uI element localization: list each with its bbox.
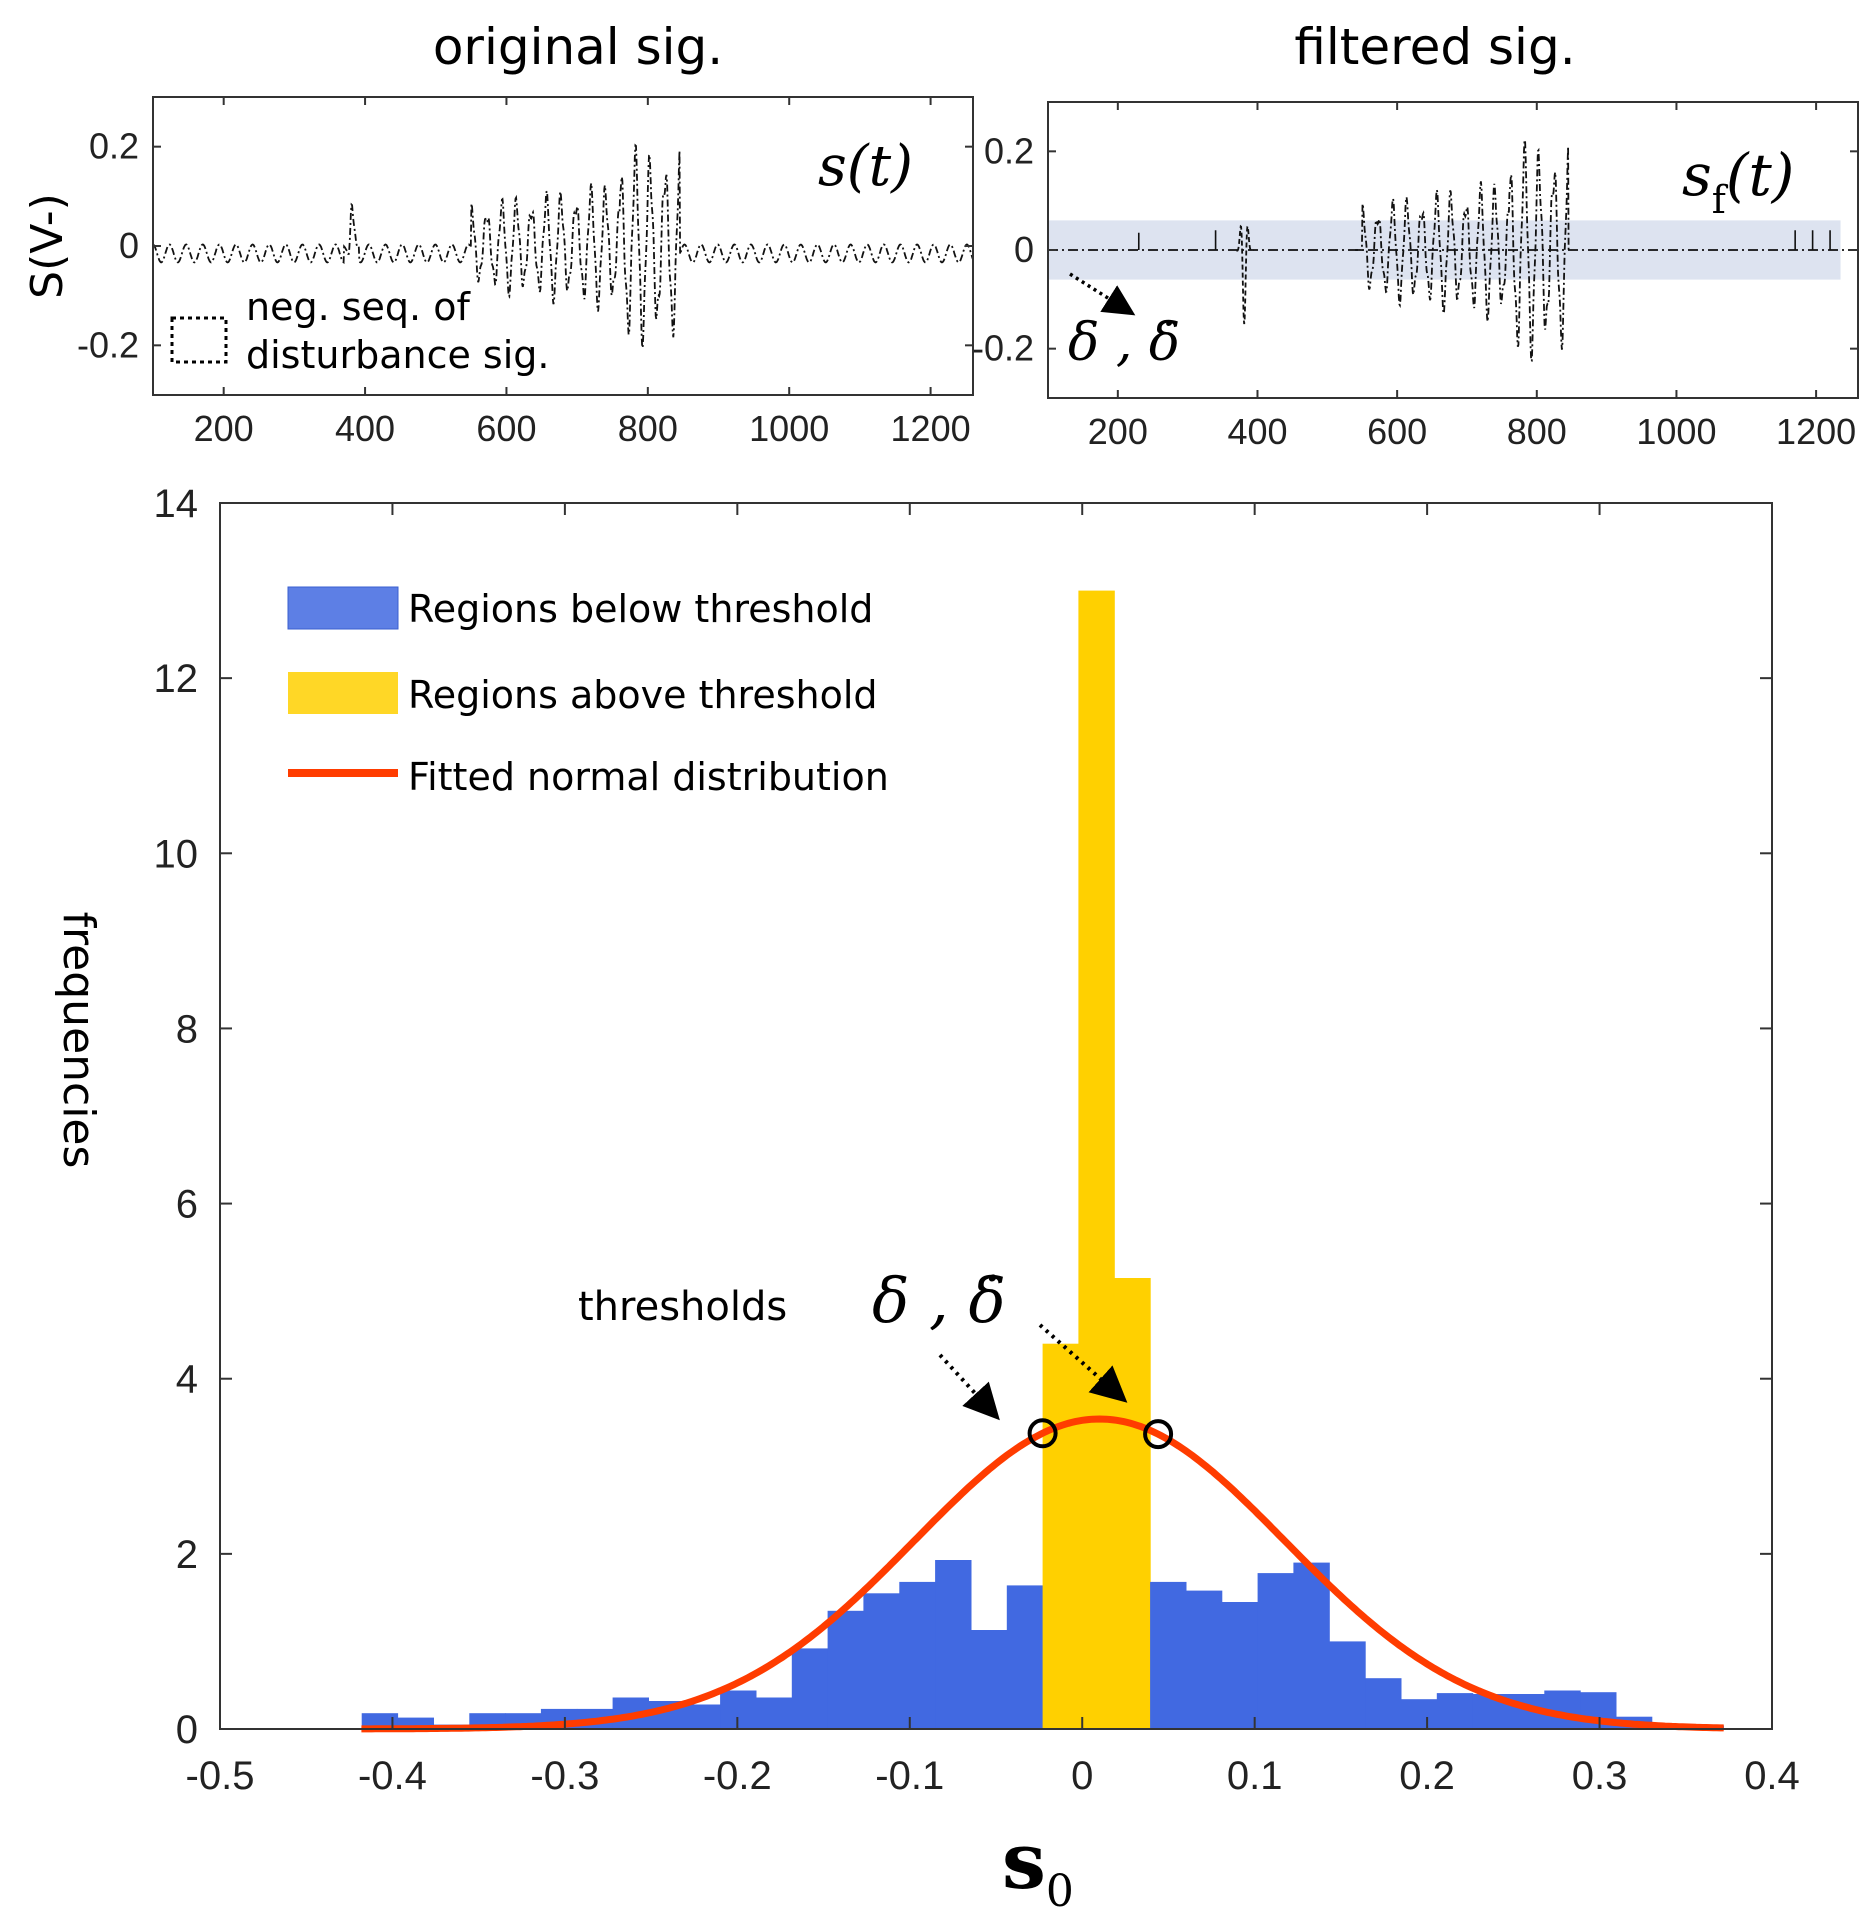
filtered-spike: [1236, 224, 1254, 325]
bar-above-threshold: [1114, 1278, 1151, 1729]
legend-below-swatch: [287, 586, 399, 630]
x-tick-label: 200: [1088, 411, 1148, 452]
panel-original-series-label: s(t): [818, 134, 913, 199]
bar-below-threshold: [1006, 1585, 1044, 1729]
bar-below-threshold: [935, 1560, 972, 1729]
y-tick-label: -0.2: [972, 328, 1034, 369]
y-tick-label: 0.2: [89, 126, 139, 167]
y-tick-label: 12: [154, 657, 199, 701]
panel-filtered-series-label: sf(t): [1682, 141, 1794, 222]
original-signal-trace: [152, 143, 974, 349]
x-tick-label: 1000: [1636, 411, 1716, 452]
y-tick-label: 0: [119, 225, 139, 266]
x-tick-label: 1000: [749, 408, 829, 449]
y-tick-label: 8: [176, 1007, 198, 1051]
filtered-signal-trace: [1048, 137, 1858, 363]
legend-neg-seq-line2: disturbance sig.: [246, 333, 549, 377]
bar-below-threshold: [755, 1697, 793, 1729]
bar-below-threshold: [1365, 1678, 1402, 1729]
panel-filtered-threshold-symbols: δ , δ̇: [1068, 313, 1180, 373]
bar-below-threshold: [1150, 1581, 1187, 1729]
panel-original-ticks: 200 400 600 800 1000 1200 0.2 0 -0.2: [77, 97, 973, 449]
panel-original-title: original sig.: [433, 18, 723, 76]
threshold-arrow-right: [1038, 1323, 1128, 1403]
bar-above-threshold: [1042, 1343, 1079, 1729]
x-tick-label: 0: [1071, 1754, 1093, 1798]
bar-below-threshold: [1293, 1562, 1330, 1729]
x-tick-label: 1200: [1776, 411, 1856, 452]
histogram-frame: [219, 502, 1773, 1730]
y-tick-label: 6: [176, 1183, 198, 1227]
panel-filtered-threshold-arrow: [1069, 272, 1136, 316]
x-tick-label: 400: [335, 408, 395, 449]
bar-below-threshold: [1329, 1641, 1366, 1729]
legend-above-swatch: [288, 672, 398, 714]
y-tick-label: 14: [154, 482, 199, 526]
x-tick-label: -0.5: [186, 1754, 255, 1798]
fitted-normal-curve: [361, 1415, 1724, 1733]
panel-filtered-ticks: 200 400 600 800 1000 1200 0.2 0 -0.2: [972, 102, 1858, 452]
histogram-bars: [361, 590, 1724, 1729]
threshold-point: [1027, 1418, 1058, 1449]
x-tick-label: 400: [1227, 411, 1287, 452]
dotted-legend-swatch: [170, 316, 228, 364]
legend-neg-seq-line1: neg. seq. of: [246, 285, 471, 329]
x-tick-label: 0.1: [1227, 1754, 1283, 1798]
x-tick-label: 600: [1367, 411, 1427, 452]
x-tick-label: -0.2: [703, 1754, 772, 1798]
bar-below-threshold: [827, 1610, 864, 1729]
thresholds-annotation: thresholds: [578, 1284, 787, 1330]
x-tick-label: 1200: [891, 408, 971, 449]
bar-below-threshold: [863, 1593, 900, 1729]
x-tick-label: 800: [618, 408, 678, 449]
x-tick-label: 800: [1507, 411, 1567, 452]
bar-below-threshold: [791, 1648, 829, 1729]
bar-below-threshold: [970, 1630, 1008, 1729]
legend-above-label: Regions above threshold: [408, 673, 878, 717]
bar-below-threshold: [1257, 1573, 1294, 1729]
threshold-arrow-left: [938, 1353, 1000, 1421]
x-tick-label: -0.4: [358, 1754, 427, 1798]
legend-below-label: Regions below threshold: [408, 587, 873, 631]
panel-filtered-title: filtered sig.: [1294, 18, 1575, 76]
x-tick-label: 0.4: [1744, 1754, 1800, 1798]
panel-filtered-signal: filtered sig. 200 400 600 800 1000 1200 0.2 0 -0…: [972, 18, 1859, 452]
filtered-burst: [1355, 137, 1572, 363]
x-tick-label: 0.2: [1399, 1754, 1455, 1798]
y-tick-label: 0: [1014, 229, 1034, 270]
bar-below-threshold: [1400, 1699, 1438, 1729]
histogram-xlabel: s0: [1002, 1816, 1074, 1917]
panel-original-signal: original sig. 200 400 600 800 1000 1200 0.2 0 -0…: [22, 18, 974, 449]
bar-below-threshold: [1436, 1693, 1474, 1729]
original-signal-line: [152, 143, 974, 349]
y-tick-label: 2: [176, 1533, 198, 1577]
bar-below-threshold: [397, 1717, 434, 1729]
bar-below-threshold: [684, 1704, 721, 1729]
histogram-ylabel: frequencies: [53, 912, 104, 1169]
legend-fit-label: Fitted normal distribution: [408, 755, 889, 799]
panel-histogram: -0.5 -0.4 -0.3 -0.2 -0.1 0 0.1 0.2 0.3 0.4 0 2 4 6 8 10…: [53, 482, 1800, 1917]
y-tick-label: 0: [176, 1708, 198, 1752]
threshold-markers: [1027, 1418, 1174, 1450]
x-tick-label: 600: [476, 408, 536, 449]
panel-original-ylabel: S(V-): [22, 193, 73, 299]
y-tick-label: 4: [176, 1358, 198, 1402]
x-tick-label: -0.1: [875, 1754, 944, 1798]
y-tick-label: -0.2: [77, 324, 139, 365]
threshold-band: [1048, 220, 1841, 280]
x-tick-label: 0.3: [1572, 1754, 1628, 1798]
x-tick-label: 200: [194, 408, 254, 449]
bar-below-threshold: [1185, 1590, 1223, 1729]
bar-below-threshold: [899, 1581, 936, 1729]
thresholds-annotation-symbols: δ , δ̇: [872, 1264, 1006, 1337]
threshold-point: [1143, 1419, 1174, 1450]
y-tick-label: 0.2: [984, 130, 1034, 171]
y-tick-label: 10: [154, 832, 199, 876]
histogram-ticks: -0.5 -0.4 -0.3 -0.2 -0.1 0 0.1 0.2 0.3 0.4 0 2 4 6 8 10…: [154, 482, 1800, 1798]
bar-above-threshold: [1078, 590, 1115, 1729]
bar-below-threshold: [1221, 1602, 1259, 1729]
x-tick-label: -0.3: [530, 1754, 599, 1798]
bar-below-threshold: [361, 1713, 399, 1729]
